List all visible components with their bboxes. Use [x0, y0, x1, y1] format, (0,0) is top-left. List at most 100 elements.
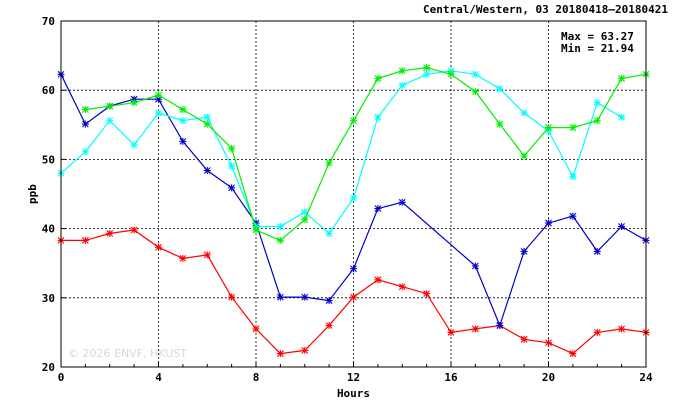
data-point: [471, 70, 479, 78]
series-3: [57, 67, 626, 237]
data-point: [203, 251, 211, 259]
data-point: [179, 106, 187, 114]
data-point: [618, 113, 626, 121]
y-tick-label: 50: [42, 153, 55, 166]
data-point: [252, 226, 260, 234]
x-tick-label: 4: [155, 371, 162, 384]
y-axis-label: ppb: [26, 184, 39, 204]
data-point: [398, 81, 406, 89]
data-point: [276, 236, 284, 244]
data-point: [130, 226, 138, 234]
data-point: [81, 106, 89, 114]
data-point: [203, 166, 211, 174]
data-point: [81, 148, 89, 156]
data-point: [81, 120, 89, 128]
data-point: [496, 85, 504, 93]
data-point: [301, 346, 309, 354]
data-point: [155, 109, 162, 117]
data-point: [593, 247, 601, 255]
data-point: [130, 141, 138, 149]
data-point: [398, 67, 406, 75]
data-point: [545, 339, 552, 347]
data-point: [520, 335, 528, 343]
data-point: [423, 70, 431, 78]
data-point: [496, 120, 504, 128]
data-point: [179, 254, 187, 262]
data-point: [520, 152, 528, 160]
data-point: [569, 350, 577, 358]
data-point: [545, 124, 552, 132]
series-4: [81, 64, 650, 244]
data-point: [398, 283, 406, 291]
data-point: [471, 88, 479, 96]
series-line: [85, 66, 647, 242]
data-point: [618, 74, 626, 82]
data-point: [593, 99, 601, 107]
x-axis-label: Hours: [337, 387, 370, 400]
series-line: [60, 70, 622, 235]
data-point: [130, 99, 138, 107]
series-layer: [57, 64, 650, 358]
data-point: [106, 117, 114, 125]
series-line: [61, 229, 647, 355]
y-tick-label: 60: [42, 84, 55, 97]
data-point: [228, 144, 236, 152]
x-tick-label: 12: [347, 371, 360, 384]
data-point: [471, 262, 479, 270]
data-point: [203, 113, 211, 121]
y-tick-label: 20: [42, 361, 55, 374]
data-point: [569, 124, 577, 132]
data-point: [374, 276, 382, 284]
data-point: [276, 223, 284, 231]
data-point: [252, 325, 260, 333]
data-point: [447, 70, 455, 78]
y-tick-label: 30: [42, 292, 55, 305]
data-point: [228, 293, 236, 301]
data-point: [350, 293, 357, 301]
data-point: [569, 173, 577, 181]
data-point: [350, 194, 357, 202]
watermark: © 2026 ENVF, HKUST: [68, 347, 187, 360]
series-1: [57, 226, 650, 358]
data-point: [496, 321, 504, 329]
y-tick-label: 70: [42, 15, 55, 28]
data-point: [228, 184, 236, 192]
data-point: [155, 243, 162, 251]
y-tick-label: 40: [42, 223, 55, 236]
x-tick-label: 24: [639, 371, 653, 384]
data-point: [276, 293, 284, 301]
data-point: [447, 328, 455, 336]
data-point: [569, 212, 577, 220]
chart-title: Central/Western, 03 20180418–20180421: [423, 3, 668, 16]
data-point: [325, 297, 333, 305]
data-point: [618, 325, 626, 333]
data-point: [423, 64, 431, 72]
data-point: [276, 350, 284, 358]
data-point: [520, 109, 528, 117]
data-point: [81, 236, 89, 244]
data-point: [325, 159, 333, 167]
data-point: [350, 117, 357, 125]
data-point: [398, 198, 406, 206]
data-point: [350, 265, 357, 273]
data-point: [203, 120, 211, 128]
data-point: [374, 113, 382, 121]
data-point: [374, 74, 382, 82]
data-point: [471, 325, 479, 333]
data-point: [179, 117, 187, 125]
data-point: [423, 290, 431, 298]
data-point: [301, 216, 309, 224]
x-tick-label: 8: [253, 371, 260, 384]
x-tick-label: 16: [444, 371, 458, 384]
min-annotation: Min = 21.94: [561, 42, 634, 55]
grid-lines: [61, 21, 646, 367]
data-point: [325, 229, 333, 237]
data-point: [520, 247, 528, 255]
tick-labels: 0 4 8 12 16 20 24 20 30 40 50 60 70: [42, 15, 653, 384]
data-point: [618, 223, 626, 231]
x-tick-label: 20: [542, 371, 555, 384]
data-point: [325, 321, 333, 329]
data-point: [155, 91, 162, 99]
max-annotation: Max = 63.27: [561, 30, 634, 43]
